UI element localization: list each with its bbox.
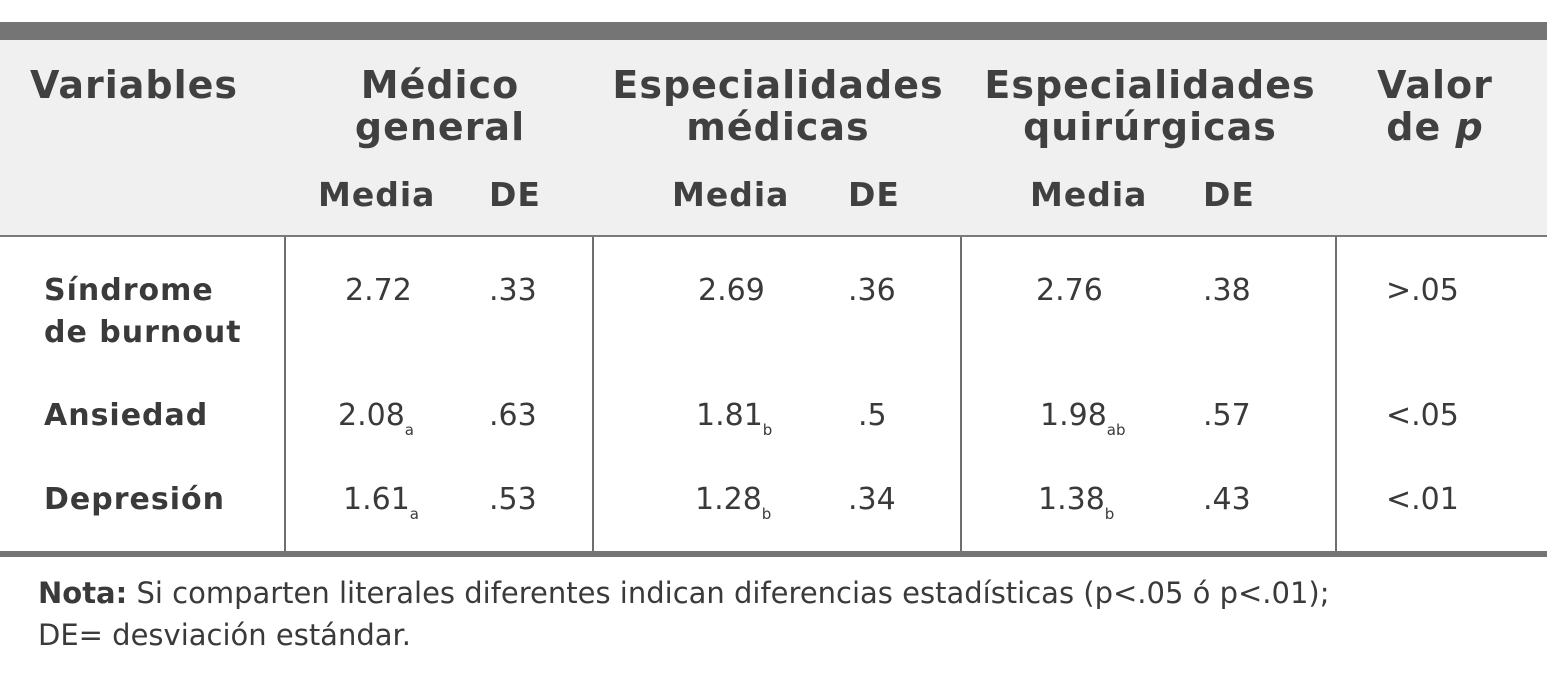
cell-value: 2.08 bbox=[338, 398, 405, 433]
cell-superscript: a bbox=[404, 421, 414, 439]
top-rule bbox=[0, 22, 1547, 40]
cell-em-de: .5 bbox=[858, 398, 887, 433]
cell-superscript: a bbox=[409, 505, 419, 523]
header-em-line2: médicas bbox=[686, 105, 870, 149]
cell-value: 2.72 bbox=[345, 273, 412, 308]
cell-superscript: b bbox=[762, 421, 773, 439]
header-eq-line1: Especialidades bbox=[984, 63, 1316, 107]
cell-mg-media: 2.72 bbox=[345, 273, 412, 309]
p-italic: p bbox=[1455, 105, 1484, 149]
cell-eq-media: 2.76 bbox=[1036, 273, 1103, 309]
header-valor-p: Valor de p bbox=[1350, 64, 1520, 148]
cell-superscript: b bbox=[1104, 505, 1115, 523]
cell-mg-media: 2.08a bbox=[338, 398, 414, 438]
header-medico-line2: general bbox=[354, 105, 526, 149]
cell-eq-media: 1.38b bbox=[1038, 482, 1114, 522]
cell-superscript: b bbox=[761, 505, 772, 523]
subheader-media: Media bbox=[1030, 175, 1148, 214]
header-variables: Variables bbox=[30, 63, 238, 107]
row-label-line: Ansiedad bbox=[44, 398, 209, 433]
note-line2: DE= desviación estándar. bbox=[38, 618, 411, 652]
column-divider bbox=[284, 237, 286, 551]
subheader-de: DE bbox=[1203, 175, 1255, 214]
cell-value: 2.69 bbox=[698, 273, 765, 308]
cell-value: 1.98 bbox=[1040, 398, 1107, 433]
cell-mg-media: 1.61a bbox=[343, 482, 419, 522]
cell-mg-de: .53 bbox=[489, 482, 537, 517]
subheader-de: DE bbox=[489, 175, 541, 214]
cell-value: 1.81 bbox=[696, 398, 763, 433]
note-text: Si comparten literales diferentes indica… bbox=[127, 576, 1330, 610]
cell-eq-media: 1.98ab bbox=[1040, 398, 1126, 438]
cell-p-value: >.05 bbox=[1386, 273, 1459, 308]
row-label-line: de burnout bbox=[44, 315, 242, 350]
cell-eq-de: .43 bbox=[1203, 482, 1251, 517]
cell-em-media: 2.69 bbox=[698, 273, 765, 309]
cell-value: 1.38 bbox=[1038, 482, 1105, 517]
note-line1: Nota: Si comparten literales diferentes … bbox=[38, 572, 1330, 614]
cell-em-de: .36 bbox=[848, 273, 896, 308]
header-divider bbox=[0, 235, 1547, 237]
row-label-line: Síndrome bbox=[44, 273, 214, 308]
note-label: Nota: bbox=[38, 576, 128, 610]
header-background bbox=[0, 40, 1547, 236]
header-especialidades-medicas: Especialidades médicas bbox=[600, 64, 956, 148]
header-valor-line2: de p bbox=[1386, 105, 1484, 149]
cell-em-de: .34 bbox=[848, 482, 896, 517]
cell-superscript: ab bbox=[1106, 421, 1126, 439]
row-label-burnout: Síndrome de burnout bbox=[44, 270, 242, 354]
header-eq-line2: quirúrgicas bbox=[1023, 105, 1277, 149]
subheader-media: Media bbox=[672, 175, 790, 214]
subheader-de: DE bbox=[848, 175, 900, 214]
cell-em-media: 1.28b bbox=[695, 482, 771, 522]
row-label-ansiedad: Ansiedad bbox=[44, 395, 208, 437]
cell-value: 1.28 bbox=[695, 482, 762, 517]
column-divider bbox=[960, 237, 962, 551]
header-em-line1: Especialidades bbox=[612, 63, 944, 107]
cell-value: 1.61 bbox=[343, 482, 410, 517]
row-label-line: Depresión bbox=[44, 482, 225, 517]
cell-mg-de: .63 bbox=[489, 398, 537, 433]
cell-p-value: <.05 bbox=[1386, 398, 1459, 433]
column-divider bbox=[1335, 237, 1337, 551]
cell-value: 2.76 bbox=[1036, 273, 1103, 308]
cell-eq-de: .57 bbox=[1203, 398, 1251, 433]
bottom-rule bbox=[0, 551, 1547, 557]
subheader-media: Media bbox=[318, 175, 436, 214]
row-label-depresion: Depresión bbox=[44, 479, 225, 521]
cell-eq-de: .38 bbox=[1203, 273, 1251, 308]
header-medico-line1: Médico bbox=[360, 63, 520, 107]
header-valor-line1: Valor bbox=[1377, 63, 1493, 107]
cell-p-value: <.01 bbox=[1386, 482, 1459, 517]
header-medico-general: Médico general bbox=[330, 64, 550, 148]
cell-mg-de: .33 bbox=[489, 273, 537, 308]
header-especialidades-quirurgicas: Especialidades quirúrgicas bbox=[970, 64, 1330, 148]
column-divider bbox=[592, 237, 594, 551]
cell-em-media: 1.81b bbox=[696, 398, 772, 438]
table-note: Nota: Si comparten literales diferentes … bbox=[38, 572, 1330, 656]
